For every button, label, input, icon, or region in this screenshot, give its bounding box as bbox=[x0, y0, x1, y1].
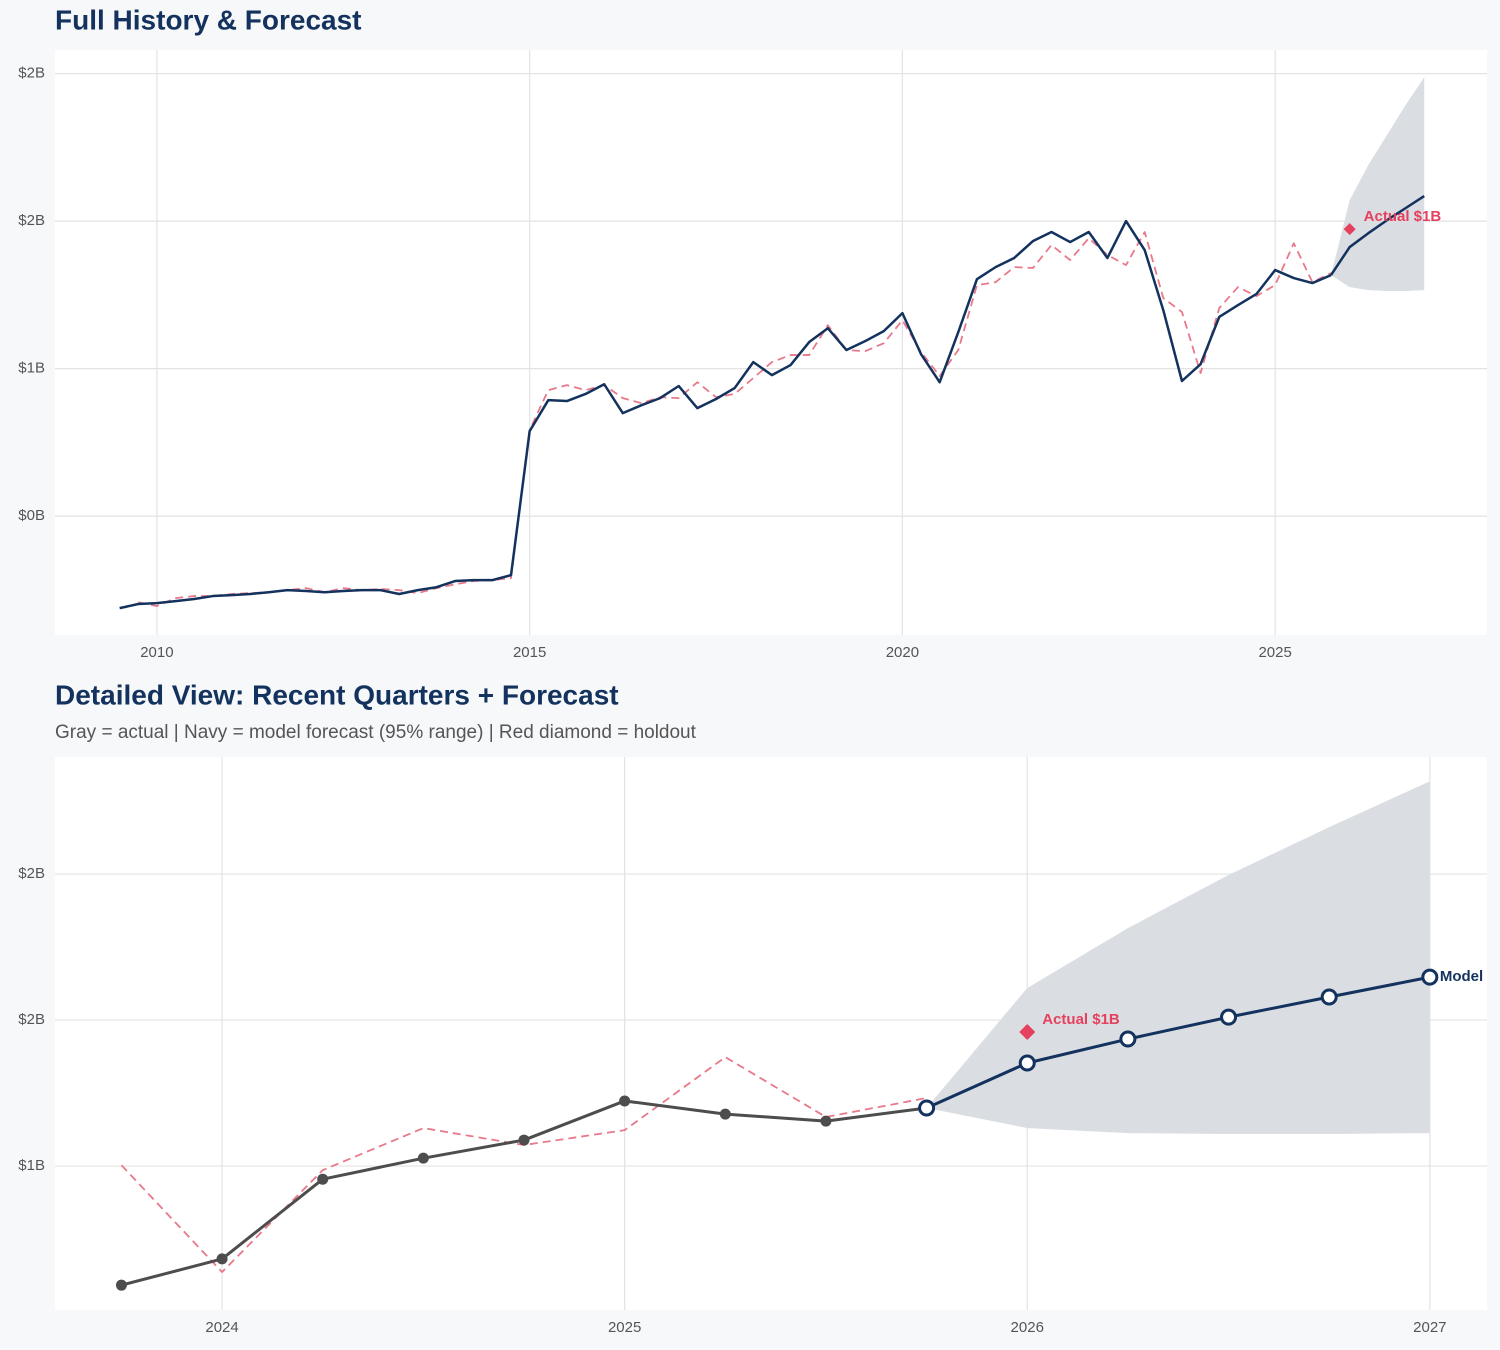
point-marker bbox=[1421, 968, 1439, 986]
y-tick-label: $2B bbox=[18, 1011, 45, 1028]
point-marker bbox=[918, 1099, 936, 1117]
holdout-marker bbox=[1343, 223, 1356, 236]
series-line bbox=[1329, 194, 1425, 276]
point-marker bbox=[1320, 988, 1338, 1006]
y-tick-label: $2B bbox=[18, 65, 45, 82]
point-marker bbox=[518, 1134, 530, 1146]
x-tick-label: 2025 bbox=[1258, 644, 1291, 661]
fitted-line bbox=[138, 231, 1332, 607]
series-line bbox=[925, 975, 1431, 1110]
y-tick-label: $0B bbox=[18, 507, 45, 524]
plot-area bbox=[55, 50, 1487, 635]
point-marker bbox=[317, 1173, 329, 1185]
holdout-label: Actual $1B bbox=[1364, 208, 1442, 225]
series-line bbox=[119, 219, 1332, 610]
x-tick-label: 2027 bbox=[1413, 1319, 1446, 1336]
y-tick-label: $2B bbox=[18, 212, 45, 229]
x-tick-label: 2015 bbox=[513, 644, 546, 661]
chart-subtitle: Gray = actual | Navy = model forecast (9… bbox=[55, 722, 697, 743]
x-tick-label: 2025 bbox=[608, 1319, 641, 1336]
point-marker bbox=[417, 1152, 429, 1164]
holdout-marker bbox=[1019, 1024, 1036, 1041]
y-tick-label: $1B bbox=[18, 360, 45, 377]
x-tick-label: 2020 bbox=[886, 644, 919, 661]
point-marker bbox=[820, 1115, 832, 1127]
point-marker bbox=[1220, 1008, 1238, 1026]
point-marker bbox=[115, 1279, 127, 1291]
y-tick-label: $1B bbox=[18, 1157, 45, 1174]
point-marker bbox=[1018, 1054, 1036, 1072]
point-marker bbox=[719, 1108, 731, 1120]
holdout-label: Actual $1B bbox=[1042, 1011, 1120, 1028]
chart-title: Full History & Forecast bbox=[55, 4, 362, 35]
x-tick-label: 2010 bbox=[140, 644, 173, 661]
chart-title: Detailed View: Recent Quarters + Forecas… bbox=[55, 679, 619, 710]
forecast-band bbox=[926, 781, 1430, 1134]
series-end-label: Model bbox=[1440, 968, 1483, 985]
y-tick-label: $2B bbox=[18, 865, 45, 882]
forecast-band bbox=[1331, 77, 1425, 292]
point-marker bbox=[619, 1095, 631, 1107]
x-tick-label: 2024 bbox=[205, 1319, 238, 1336]
x-tick-label: 2026 bbox=[1011, 1319, 1044, 1336]
point-marker bbox=[216, 1253, 228, 1265]
point-marker bbox=[1119, 1030, 1137, 1048]
